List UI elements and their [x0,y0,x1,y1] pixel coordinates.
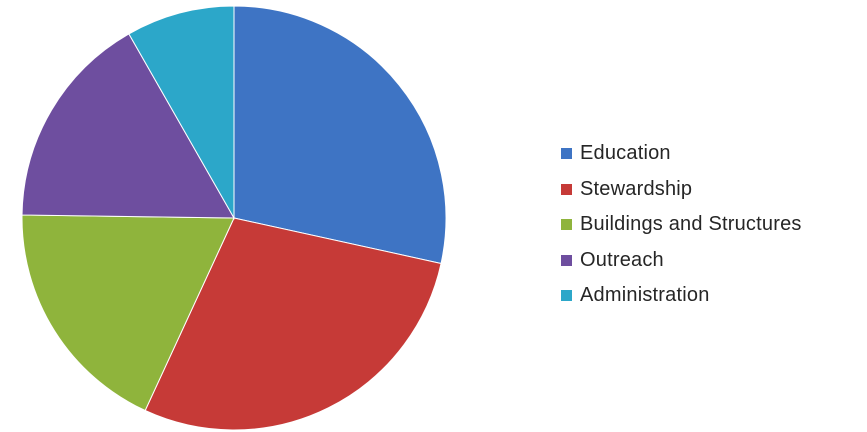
legend-swatch-outreach [561,254,572,266]
pie-slice-outreach [21,33,235,219]
chart-legend: Education Stewardship Buildings and Stru… [561,136,861,314]
legend-swatch-administration [561,290,572,302]
legend-label-stewardship: Stewardship [580,177,693,200]
pie-slice-education [233,5,447,265]
legend-label-administration: Administration [580,284,710,307]
legend-label-buildings-and-structures: Buildings and Structures [580,213,802,236]
legend-item-buildings-and-structures: Buildings and Structures [561,207,861,243]
legend-swatch-stewardship [561,183,572,195]
legend-swatch-buildings-and-structures [561,219,572,231]
legend-label-outreach: Outreach [580,248,664,271]
legend-item-stewardship: Stewardship [561,172,861,208]
legend-label-education: Education [580,142,671,165]
pie-slice-buildings-and-structures [21,214,235,412]
legend-item-outreach: Outreach [561,243,861,279]
pie-slice-administration [128,5,235,220]
pie-slice-stewardship [144,217,442,431]
legend-item-education: Education [561,136,861,172]
legend-swatch-education [561,148,572,160]
legend-item-administration: Administration [561,278,861,314]
